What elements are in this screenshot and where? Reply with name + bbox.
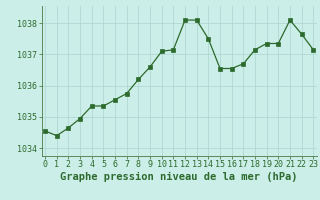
X-axis label: Graphe pression niveau de la mer (hPa): Graphe pression niveau de la mer (hPa) xyxy=(60,172,298,182)
